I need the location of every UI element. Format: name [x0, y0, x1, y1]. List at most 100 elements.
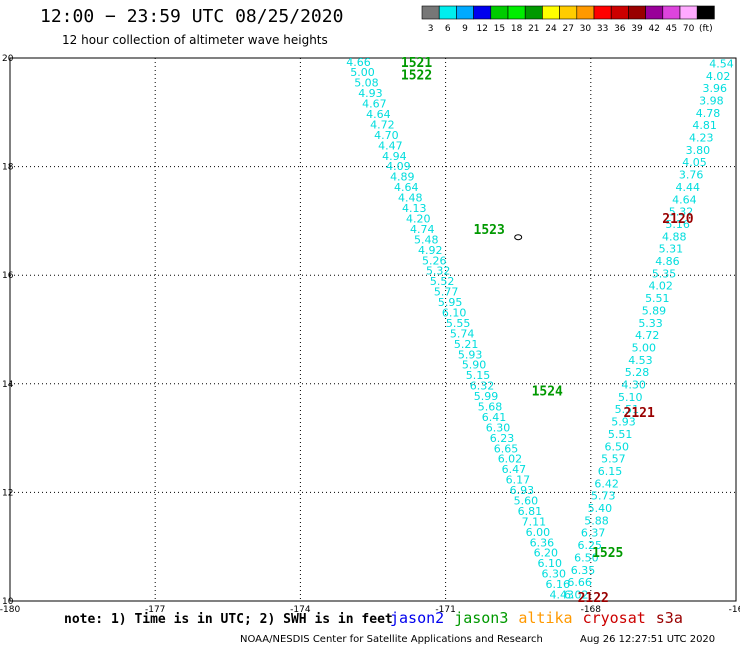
colorbar-label: (ft) [699, 24, 713, 34]
colorbar-label: 9 [462, 24, 468, 34]
track-left-value: 6.36 [530, 536, 555, 549]
track-right-value: 6.25 [578, 539, 603, 552]
map-subtitle: 12 hour collection of altimeter wave hei… [62, 33, 328, 47]
track-left-value: 4.13 [402, 202, 427, 215]
colorbar-label: 6 [445, 24, 451, 34]
y-tick-label: 20 [2, 54, 14, 64]
track-left-value: 4.72 [370, 118, 395, 131]
track-left-value: 6.10 [538, 557, 563, 570]
track-left-value: 5.26 [422, 254, 447, 267]
track-right-value: 4.78 [696, 107, 721, 120]
track-right-value: 6.50 [574, 551, 599, 564]
track-left-value: 4.48 [398, 192, 423, 205]
legend-s3a: s3a [655, 609, 683, 627]
x-tick-label: -177 [145, 605, 165, 615]
track-right-value: 4.02 [706, 70, 731, 83]
track-right-value: 5.51 [615, 403, 640, 416]
track-right-value: 6.50 [605, 440, 630, 453]
colorbar-label: 70 [683, 24, 695, 34]
track-left-value: 5.52 [430, 275, 455, 288]
track-left-value: 5.68 [478, 400, 503, 413]
track-left-value: 5.15 [466, 369, 491, 382]
track-left-value: 5.93 [458, 348, 483, 361]
track-left-value: 4.09 [386, 160, 411, 173]
wave-height-colorbar: 3 6 9 12 15 18 21 24 27 30 33 36 39 42 45 70 (ft) [421, 5, 715, 34]
track-left-value: 6.32 [470, 380, 495, 393]
colorbar-label: 21 [528, 24, 539, 34]
track-left-value: 4.43 [550, 588, 575, 601]
track-left-value: 4.64 [366, 108, 391, 121]
track-left-value: 4.47 [378, 139, 403, 152]
y-tick-label: 10 [2, 597, 14, 607]
track-left-value: 6.00 [526, 526, 551, 539]
track-right-value: 4.23 [689, 132, 714, 145]
track-left-value: 4.74 [410, 223, 435, 236]
track-left-value: 5.32 [426, 265, 451, 278]
island-marker-icon [514, 234, 523, 241]
track-left-value: 5.60 [514, 494, 539, 507]
track-left-value: 5.55 [446, 317, 471, 330]
colorbar-label: 15 [494, 24, 505, 34]
x-tick-label: -174 [290, 605, 311, 615]
track-left-value: 5.08 [354, 77, 379, 90]
y-tick-label: 12 [2, 488, 13, 498]
colorbar-label: 42 [648, 24, 659, 34]
x-tick-label: -171 [435, 605, 455, 615]
track-left-value: 6.93 [510, 484, 535, 497]
legend-cryosat: cryosat [582, 609, 646, 627]
colorbar-label: 3 [428, 24, 434, 34]
track-right-value: 4.72 [635, 329, 660, 342]
y-tick-label: 14 [2, 380, 14, 390]
track-left-value: 4.64 [394, 181, 419, 194]
track-right-value: 6.02 [564, 588, 589, 601]
x-tick-label: -16 [729, 605, 740, 615]
track-left-value: 6.47 [502, 463, 527, 476]
legend-altika: altika [518, 609, 573, 627]
track-left-value: 5.00 [350, 66, 375, 79]
track-left-value: 4.20 [406, 212, 431, 225]
track-right-value: 5.51 [608, 428, 633, 441]
track-right-value: 5.51 [645, 292, 670, 305]
track-left-value: 6.17 [506, 474, 531, 487]
track-left-value: 4.67 [362, 98, 387, 111]
track-left-value: 6.20 [534, 547, 559, 560]
track-right-value: 5.00 [632, 341, 657, 354]
colorbar-label: 39 [631, 24, 643, 34]
y-tick-label: 18 [2, 163, 14, 173]
track-left-value: 7.11 [522, 515, 547, 528]
track-right-value: 4.05 [682, 156, 707, 169]
track-right-value: 5.33 [638, 317, 663, 330]
track-right-value: 4.81 [692, 119, 717, 132]
track-right-value: 4.54 [709, 57, 734, 70]
colorbar-label: 45 [666, 24, 677, 34]
satellite-legend: jason2 jason3 altika cryosat s3a [390, 609, 693, 627]
pass-time-label: 1521 [401, 56, 432, 71]
track-right-value: 5.88 [584, 514, 609, 527]
track-left-value: 4.66 [346, 56, 371, 69]
track-left-value: 6.23 [490, 432, 515, 445]
track-right-value: 5.73 [591, 490, 616, 503]
track-left-value: 4.93 [358, 87, 383, 100]
track-left-value: 5.90 [462, 359, 487, 372]
colorbar-label: 27 [562, 24, 573, 34]
track-left-value: 6.81 [518, 505, 543, 518]
track-right-value: 5.10 [618, 391, 643, 404]
track-left-value: 5.77 [434, 286, 459, 299]
track-left-value: 6.30 [486, 421, 511, 434]
track-left-value: 4.94 [382, 150, 407, 163]
footer-note: note: 1) Time is in UTC; 2) SWH is in fe… [64, 612, 393, 627]
y-tick-label: 16 [2, 271, 14, 281]
track-right-value: 5.31 [659, 243, 684, 256]
track-left-value: 6.10 [442, 306, 467, 319]
track-right-value: 5.40 [588, 502, 613, 515]
track-right-value: 5.32 [669, 206, 694, 219]
track-right-value: 4.02 [648, 280, 673, 293]
pass-time-label: 2121 [624, 406, 655, 421]
track-right-value: 5.57 [601, 453, 626, 466]
track-right-value: 4.53 [628, 354, 653, 367]
track-left-value: 4.92 [418, 244, 443, 257]
track-left-value: 6.16 [546, 578, 571, 591]
pass-time-label: 1523 [474, 223, 505, 238]
colorbar-label: 12 [476, 24, 487, 34]
generated-timestamp: Aug 26 12:27:51 UTC 2020 [580, 634, 716, 645]
